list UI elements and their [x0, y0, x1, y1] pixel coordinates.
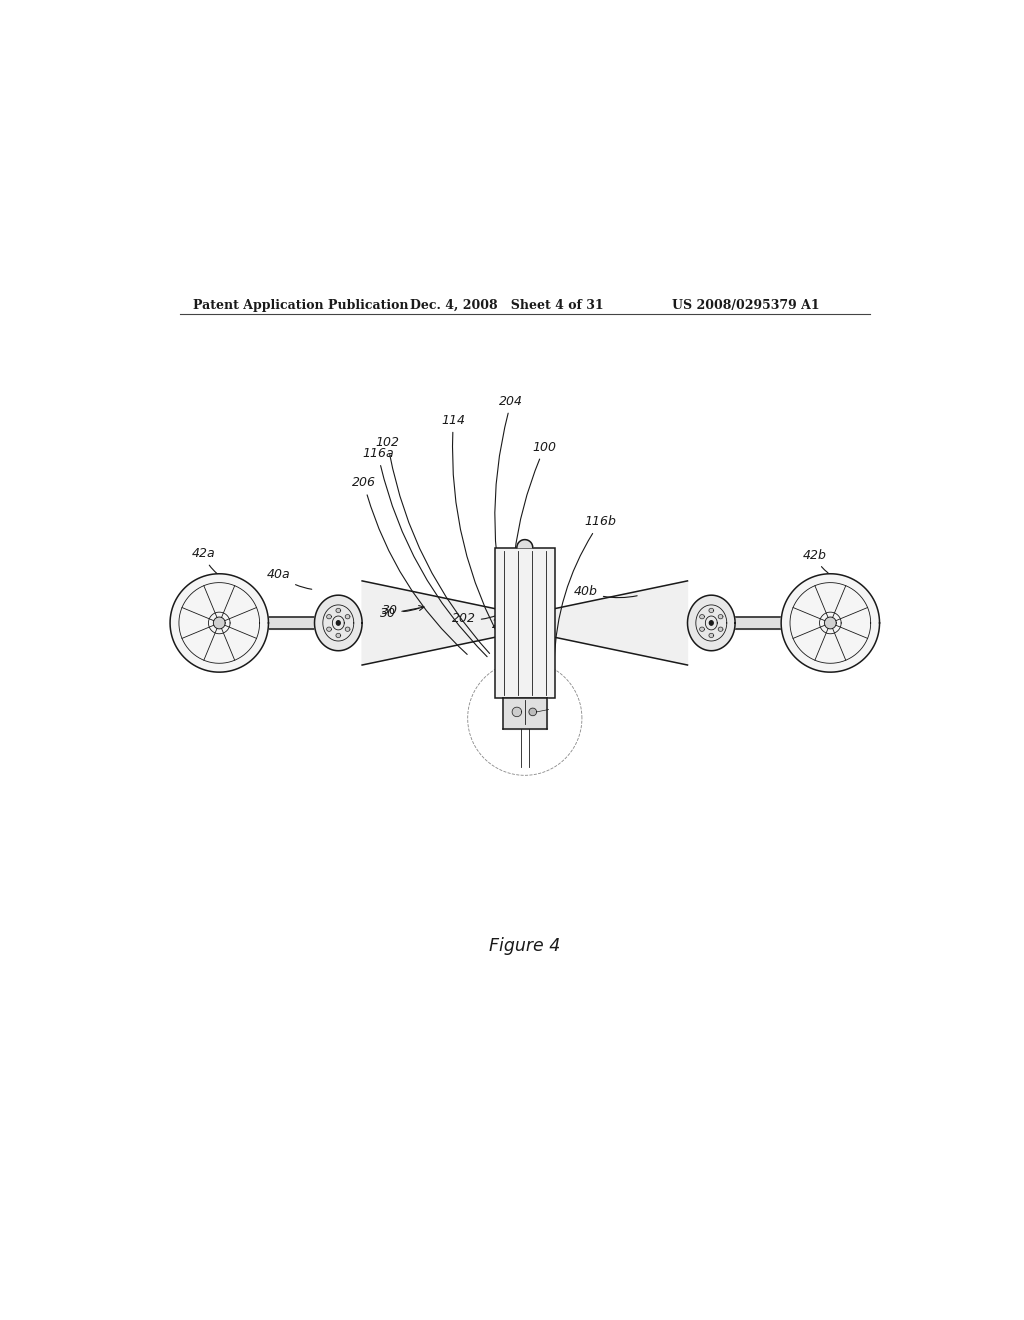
Text: 42a: 42a	[191, 546, 217, 574]
Polygon shape	[699, 615, 705, 619]
Text: 206: 206	[352, 477, 467, 655]
Polygon shape	[336, 634, 341, 638]
Text: Patent Application Publication: Patent Application Publication	[194, 300, 409, 312]
Polygon shape	[699, 627, 705, 631]
Text: 200: 200	[492, 618, 515, 631]
Polygon shape	[170, 574, 268, 672]
Polygon shape	[710, 620, 713, 626]
Polygon shape	[327, 627, 332, 631]
Text: US 2008/0295379 A1: US 2008/0295379 A1	[672, 300, 819, 312]
Text: 100: 100	[512, 441, 557, 656]
Polygon shape	[512, 708, 521, 717]
Polygon shape	[529, 708, 537, 715]
Text: 202: 202	[452, 612, 497, 626]
Polygon shape	[337, 620, 340, 626]
Polygon shape	[709, 634, 714, 638]
Text: Dec. 4, 2008   Sheet 4 of 31: Dec. 4, 2008 Sheet 4 of 31	[410, 300, 603, 312]
Polygon shape	[345, 615, 350, 619]
Text: Figure 4: Figure 4	[489, 937, 560, 954]
Polygon shape	[345, 627, 350, 631]
Text: 116b: 116b	[554, 515, 616, 661]
Polygon shape	[362, 581, 495, 665]
Text: 30: 30	[380, 606, 424, 620]
Polygon shape	[718, 627, 723, 631]
Text: 116a: 116a	[362, 447, 487, 656]
Polygon shape	[709, 609, 714, 612]
Polygon shape	[213, 616, 225, 628]
Text: 40a: 40a	[267, 568, 311, 589]
Text: 30: 30	[382, 605, 419, 618]
Polygon shape	[718, 615, 723, 619]
Text: 42b: 42b	[803, 549, 828, 573]
Polygon shape	[336, 609, 341, 612]
Polygon shape	[735, 616, 830, 630]
Text: 40b: 40b	[574, 585, 637, 598]
Bar	[495, 548, 555, 698]
Polygon shape	[781, 574, 880, 672]
Text: 102: 102	[376, 436, 489, 653]
Polygon shape	[687, 595, 735, 651]
Text: 204: 204	[495, 395, 523, 640]
Polygon shape	[327, 615, 332, 619]
Text: 114: 114	[441, 413, 505, 647]
Polygon shape	[824, 616, 837, 628]
Polygon shape	[517, 540, 532, 548]
Polygon shape	[314, 595, 362, 651]
Polygon shape	[555, 581, 687, 665]
Polygon shape	[503, 698, 547, 729]
Polygon shape	[219, 616, 314, 630]
